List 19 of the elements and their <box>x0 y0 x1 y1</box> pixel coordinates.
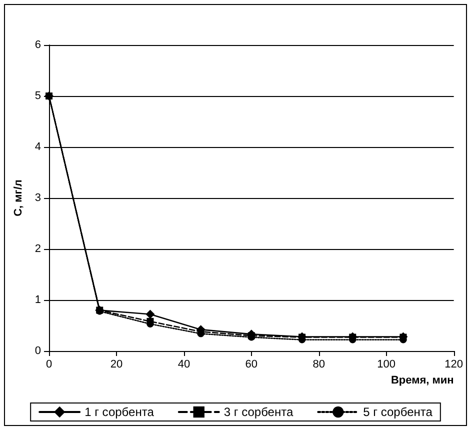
legend-label: 5 г сорбента <box>363 405 433 419</box>
x-axis-title: Время, мин <box>390 374 454 386</box>
y-tick-label: 6 <box>34 39 42 51</box>
y-tick-label: 2 <box>34 243 42 255</box>
x-tick-label: 0 <box>46 358 52 370</box>
legend-label: 3 г сорбента <box>224 405 294 419</box>
x-tick-label: 20 <box>110 358 123 370</box>
x-tick-label: 120 <box>444 358 464 370</box>
y-tick-label: 0 <box>34 345 42 357</box>
x-tick-label: 60 <box>245 358 258 370</box>
y-tick-label: 4 <box>34 141 42 153</box>
x-tick-label: 80 <box>312 358 326 370</box>
legend-label: 1 г сорбента <box>84 405 154 419</box>
y-tick-label: 5 <box>34 90 42 102</box>
y-tick-label: 1 <box>34 294 42 306</box>
x-tick-label: 100 <box>377 358 396 370</box>
y-tick-label: 3 <box>34 192 42 204</box>
y-axis-title: С, мг/л <box>12 180 24 216</box>
x-tick-label: 40 <box>178 358 190 370</box>
